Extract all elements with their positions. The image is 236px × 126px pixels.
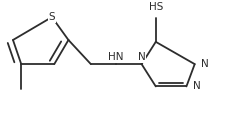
Text: S: S: [49, 12, 55, 22]
Text: N: N: [193, 81, 201, 91]
Text: HN: HN: [108, 52, 123, 62]
Text: HS: HS: [149, 2, 163, 12]
Text: N: N: [201, 59, 209, 69]
Text: N: N: [138, 52, 145, 62]
